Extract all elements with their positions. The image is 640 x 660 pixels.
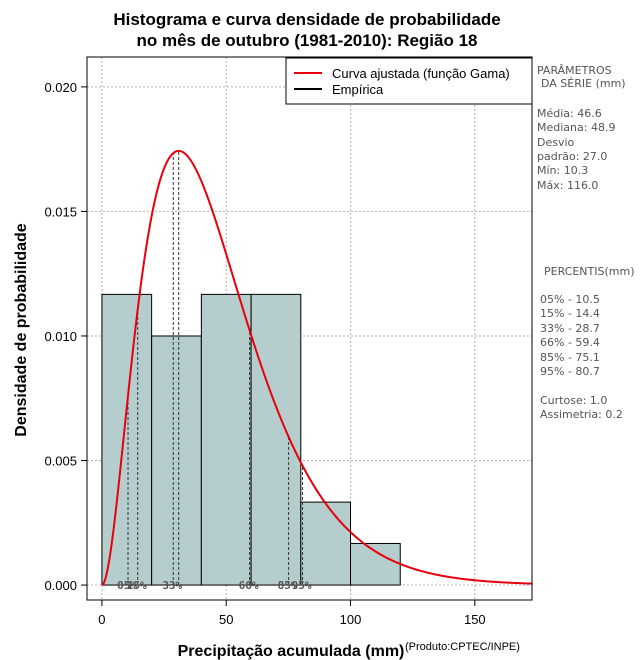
histogram-bar-3	[250, 293, 302, 586]
y-tick-label-3: 0.015	[44, 204, 77, 219]
percentile-label-0: 05%	[117, 579, 137, 592]
percentile-label-3: 66%	[239, 579, 259, 592]
percentil-05: 05% - 10.5	[540, 293, 600, 306]
stat-std-label: Desvio	[537, 136, 575, 149]
x-tick-label-2: 100	[340, 612, 362, 627]
chart-title: Histograma e curva densidade de probabil…	[113, 10, 500, 50]
stat-max: Máx: 116.0	[537, 179, 598, 192]
gamma-curve-group	[101, 149, 533, 586]
percentil-15: 15% - 14.4	[540, 307, 600, 320]
percentile-lines	[127, 150, 304, 586]
histogram-bar-0	[101, 293, 153, 586]
y-tick-label-4: 0.020	[44, 80, 77, 95]
stat-std-value: padrão: 27.0	[537, 150, 607, 163]
percentil-85: 85% - 75.1	[540, 351, 600, 364]
percentile-label-5: 95%	[292, 579, 312, 592]
percentil-66: 66% - 59.4	[540, 336, 600, 349]
chart-title-line-1: Histograma e curva densidade de probabil…	[113, 10, 500, 29]
x-axis-ticks: 0 50 100 150	[98, 600, 486, 627]
histogram-bar-5	[350, 542, 401, 586]
legend-label-curve: Curva ajustada (função Gama)	[332, 66, 510, 81]
histogram-bars	[101, 293, 401, 586]
percentile-label-2: 33%	[162, 579, 182, 592]
stat-min: Mín: 10.3	[537, 164, 588, 177]
plot-frame	[86, 56, 533, 601]
percentis-title: PERCENTIS(mm)	[544, 265, 635, 278]
histogram-bar-4	[300, 501, 352, 586]
percentile-labels: 05%15% 33% 66% 85%95%	[117, 579, 312, 592]
percentile-label-1: 15%	[127, 579, 147, 592]
y-axis-ticks: 0.000 0.005 0.010 0.015 0.020	[44, 80, 87, 593]
side-panel: PARÂMETROS DA SÉRIE (mm) Média: 46.6 Med…	[537, 64, 635, 421]
stat-median: Mediana: 48.9	[537, 121, 615, 134]
stat-assimetria: Assimetria: 0.2	[540, 408, 623, 421]
percentil-33: 33% - 28.7	[540, 322, 600, 335]
chart-title-line-2: no mês de outubro (1981-2010): Região 18	[136, 31, 477, 50]
param-title-1: PARÂMETROS	[537, 64, 612, 77]
param-title-2: DA SÉRIE (mm)	[541, 77, 626, 90]
gamma-curve	[101, 149, 533, 586]
y-tick-label-0: 0.000	[44, 578, 77, 593]
legend-box	[285, 57, 533, 105]
y-tick-label-1: 0.005	[44, 454, 77, 469]
x-tick-label-1: 50	[219, 612, 233, 627]
stat-curtose: Curtose: 1.0	[540, 394, 607, 407]
y-tick-label-2: 0.010	[44, 329, 77, 344]
legend-label-empirical: Empírica	[332, 82, 384, 97]
credit-label: (Produto:CPTEC/INPE)	[405, 641, 520, 653]
histogram-bar-1	[151, 335, 202, 586]
y-axis-label: Densidade de probabilidade	[13, 223, 30, 436]
x-tick-label-0: 0	[98, 612, 105, 627]
x-tick-label-3: 150	[464, 612, 486, 627]
histogram-bar-2	[200, 293, 252, 586]
stat-mean: Média: 46.6	[537, 107, 602, 120]
legend: Curva ajustada (função Gama) Empírica	[285, 57, 533, 105]
percentil-95: 95% - 80.7	[540, 365, 600, 378]
percentile-label-4: 85%	[278, 579, 298, 592]
x-axis-label: Precipitação acumulada (mm)	[178, 643, 405, 660]
